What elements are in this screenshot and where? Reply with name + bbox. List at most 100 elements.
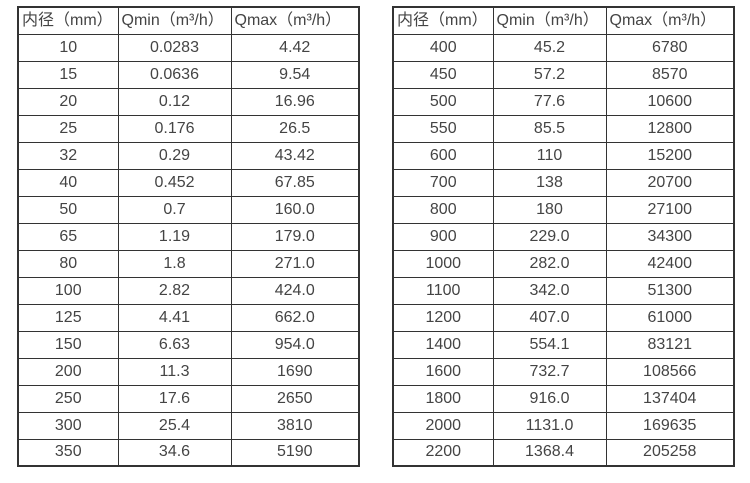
table-row: 350 34.6 5190 <box>17 438 360 467</box>
table-cell: 65 <box>17 222 119 251</box>
table-cell: 2200 <box>392 438 494 467</box>
table-row: 1000 282.0 42400 <box>392 249 735 278</box>
table-header-row: 内径（mm） Qmin（m³/h） Qmax（m³/h） <box>392 6 735 35</box>
table-cell: 662.0 <box>230 303 360 332</box>
table-cell: 10 <box>17 33 119 62</box>
table-cell: 12800 <box>605 114 735 143</box>
table-row: 900 229.0 34300 <box>392 222 735 251</box>
table-cell: 0.176 <box>117 114 232 143</box>
small-diameter-flow-table: 内径（mm） Qmin（m³/h） Qmax（m³/h） 10 0.0283 4.4… <box>17 6 360 467</box>
table-row: 10 0.0283 4.42 <box>17 33 360 62</box>
table-cell: 1400 <box>392 330 494 359</box>
table-row: 200 11.3 1690 <box>17 357 360 386</box>
table-cell: 1100 <box>392 276 494 305</box>
table-cell: 282.0 <box>492 249 607 278</box>
table-cell: 271.0 <box>230 249 360 278</box>
table-cell: 43.42 <box>230 141 360 170</box>
table-cell: 300 <box>17 411 119 440</box>
table-cell: 450 <box>392 60 494 89</box>
table-cell: 200 <box>17 357 119 386</box>
table-cell: 2000 <box>392 411 494 440</box>
table-cell: 169635 <box>605 411 735 440</box>
table-cell: 32 <box>17 141 119 170</box>
header-inner-diameter: 内径（mm） <box>17 6 119 35</box>
table-cell: 9.54 <box>230 60 360 89</box>
table-cell: 50 <box>17 195 119 224</box>
large-diameter-flow-table: 内径（mm） Qmin（m³/h） Qmax（m³/h） 400 45.2 6780… <box>392 6 735 467</box>
table-cell: 17.6 <box>117 384 232 413</box>
table-cell: 205258 <box>605 438 735 467</box>
table-row: 600 110 15200 <box>392 141 735 170</box>
table-cell: 1131.0 <box>492 411 607 440</box>
table-row: 550 85.5 12800 <box>392 114 735 143</box>
table-cell: 0.0283 <box>117 33 232 62</box>
table-cell: 1600 <box>392 357 494 386</box>
table-cell: 180 <box>492 195 607 224</box>
header-qmax: Qmax（m³/h） <box>230 6 360 35</box>
table-cell: 250 <box>17 384 119 413</box>
table-cell: 350 <box>17 438 119 467</box>
table-row: 1800 916.0 137404 <box>392 384 735 413</box>
header-qmin: Qmin（m³/h） <box>492 6 607 35</box>
table-cell: 400 <box>392 33 494 62</box>
table-cell: 1000 <box>392 249 494 278</box>
table-cell: 1.8 <box>117 249 232 278</box>
table-cell: 2650 <box>230 384 360 413</box>
table-cell: 100 <box>17 276 119 305</box>
table-cell: 0.7 <box>117 195 232 224</box>
table-header-row: 内径（mm） Qmin（m³/h） Qmax（m³/h） <box>17 6 360 35</box>
table-row: 50 0.7 160.0 <box>17 195 360 224</box>
table-row: 125 4.41 662.0 <box>17 303 360 332</box>
table-row: 800 180 27100 <box>392 195 735 224</box>
table-row: 1200 407.0 61000 <box>392 303 735 332</box>
table-cell: 16.96 <box>230 87 360 116</box>
table-cell: 0.0636 <box>117 60 232 89</box>
table-cell: 900 <box>392 222 494 251</box>
table-row: 1100 342.0 51300 <box>392 276 735 305</box>
table-cell: 34.6 <box>117 438 232 467</box>
table-cell: 4.41 <box>117 303 232 332</box>
table-row: 500 77.6 10600 <box>392 87 735 116</box>
table-cell: 160.0 <box>230 195 360 224</box>
table-cell: 3810 <box>230 411 360 440</box>
table-cell: 2.82 <box>117 276 232 305</box>
table-cell: 110 <box>492 141 607 170</box>
table-cell: 42400 <box>605 249 735 278</box>
table-row: 150 6.63 954.0 <box>17 330 360 359</box>
table-cell: 61000 <box>605 303 735 332</box>
table-cell: 77.6 <box>492 87 607 116</box>
table-cell: 732.7 <box>492 357 607 386</box>
table-row: 1600 732.7 108566 <box>392 357 735 386</box>
table-cell: 4.42 <box>230 33 360 62</box>
header-qmax: Qmax（m³/h） <box>605 6 735 35</box>
table-cell: 138 <box>492 168 607 197</box>
table-cell: 500 <box>392 87 494 116</box>
table-cell: 916.0 <box>492 384 607 413</box>
table-row: 1400 554.1 83121 <box>392 330 735 359</box>
table-row: 300 25.4 3810 <box>17 411 360 440</box>
table-cell: 137404 <box>605 384 735 413</box>
table-cell: 11.3 <box>117 357 232 386</box>
header-qmin: Qmin（m³/h） <box>117 6 232 35</box>
table-cell: 20 <box>17 87 119 116</box>
header-inner-diameter: 内径（mm） <box>392 6 494 35</box>
table-cell: 85.5 <box>492 114 607 143</box>
table-cell: 1200 <box>392 303 494 332</box>
table-body: 400 45.2 6780 450 57.2 8570 500 77.6 10600 550 85.… <box>392 33 735 467</box>
table-cell: 10600 <box>605 87 735 116</box>
table-row: 2000 1131.0 169635 <box>392 411 735 440</box>
table-cell: 80 <box>17 249 119 278</box>
table-row: 450 57.2 8570 <box>392 60 735 89</box>
table-cell: 954.0 <box>230 330 360 359</box>
table-row: 15 0.0636 9.54 <box>17 60 360 89</box>
table-cell: 800 <box>392 195 494 224</box>
table-cell: 229.0 <box>492 222 607 251</box>
table-cell: 1690 <box>230 357 360 386</box>
table-cell: 554.1 <box>492 330 607 359</box>
table-cell: 342.0 <box>492 276 607 305</box>
table-row: 100 2.82 424.0 <box>17 276 360 305</box>
table-cell: 83121 <box>605 330 735 359</box>
table-cell: 108566 <box>605 357 735 386</box>
table-cell: 27100 <box>605 195 735 224</box>
table-cell: 5190 <box>230 438 360 467</box>
